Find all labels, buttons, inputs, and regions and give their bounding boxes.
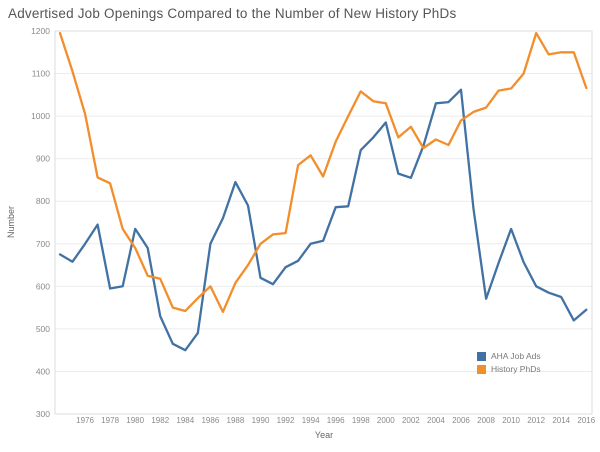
axis-tick-labels: 300 400 500 600 700 800 900 1000 1100 1200 1976 197… xyxy=(31,26,596,425)
x-tick-label: 1996 xyxy=(327,416,345,425)
x-tick-label: 1978 xyxy=(101,416,119,425)
x-tick-label: 2004 xyxy=(427,416,445,425)
x-tick-label: 2000 xyxy=(377,416,395,425)
series-lines xyxy=(58,31,588,352)
x-tick-label: 1990 xyxy=(252,416,270,425)
legend-swatch-aha-job-ads xyxy=(477,351,486,361)
x-tick-label: 1984 xyxy=(176,416,194,425)
x-tick-label: 1986 xyxy=(201,416,219,425)
gridlines xyxy=(54,30,593,415)
legend-item-history-phds[interactable]: History PhDs xyxy=(477,364,541,374)
x-tick-label: 2010 xyxy=(502,416,520,425)
x-tick-label: 2012 xyxy=(527,416,545,425)
y-tick-label: 1000 xyxy=(31,111,50,121)
x-tick-label: 1998 xyxy=(352,416,370,425)
plot-border xyxy=(54,30,593,415)
x-tick-label: 2002 xyxy=(402,416,420,425)
x-tick-label: 1992 xyxy=(277,416,295,425)
y-tick-label: 1100 xyxy=(32,69,51,79)
x-tick-label: 2016 xyxy=(577,416,595,425)
y-tick-label: 900 xyxy=(36,154,50,164)
series-line-aha-job-ads xyxy=(58,88,588,352)
y-tick-label: 800 xyxy=(36,196,50,206)
x-tick-label: 2014 xyxy=(552,416,570,425)
x-tick-label: 1994 xyxy=(302,416,320,425)
y-tick-label: 500 xyxy=(36,324,50,334)
legend: AHA Job Ads History PhDs xyxy=(477,351,541,374)
x-tick-label: 1982 xyxy=(151,416,169,425)
legend-item-aha-job-ads[interactable]: AHA Job Ads xyxy=(477,351,541,361)
y-axis-title: Number xyxy=(6,206,16,238)
y-tick-label: 400 xyxy=(36,366,50,376)
x-tick-label: 1988 xyxy=(227,416,245,425)
chart-title: Advertised Job Openings Compared to the … xyxy=(8,6,457,21)
x-tick-label: 1976 xyxy=(76,416,94,425)
y-tick-label: 700 xyxy=(36,239,50,249)
y-tick-label: 600 xyxy=(36,281,50,291)
x-tick-label: 2006 xyxy=(452,416,470,425)
series-line-history-phds xyxy=(58,31,588,314)
y-tick-label: 300 xyxy=(36,409,50,419)
legend-label-aha-job-ads: AHA Job Ads xyxy=(491,351,541,361)
legend-swatch-history-phds xyxy=(477,364,486,374)
y-tick-label: 1200 xyxy=(31,26,50,36)
x-tick-label: 1980 xyxy=(126,416,144,425)
x-axis-title: Year xyxy=(315,430,333,440)
legend-label-history-phds: History PhDs xyxy=(491,364,541,374)
x-tick-label: 2008 xyxy=(477,416,495,425)
